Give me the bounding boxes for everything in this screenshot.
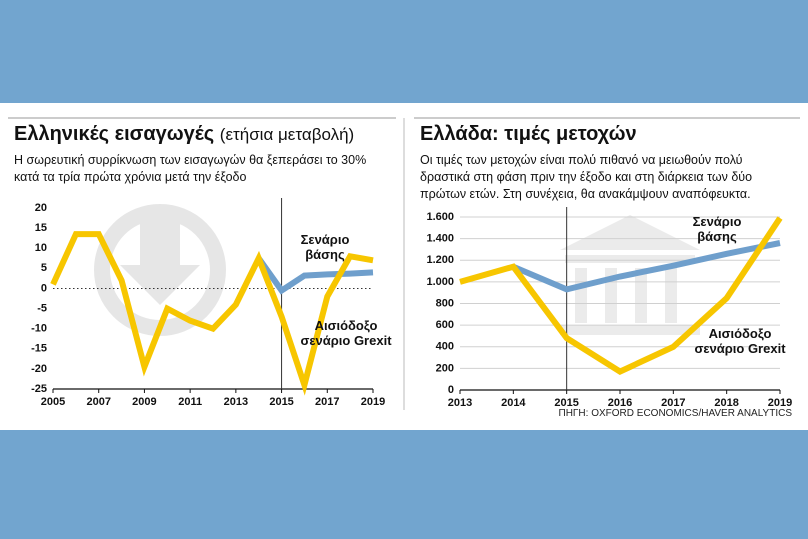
x-tick-label: 2013 [224,396,248,408]
x-tick-label: 2017 [315,396,339,408]
chart-title: Ελλάδα: τιμές μετοχών [420,123,637,145]
x-tick-label: 2015 [554,397,578,409]
x-tick-label: 2015 [269,396,293,408]
y-tick-label: 15 [35,222,47,234]
x-tick-label: 2014 [501,397,526,409]
series-label: Σενάριο βάσης [692,214,742,244]
series-line [459,216,783,376]
y-tick-label: 0 [448,384,454,396]
chart-title: Ελληνικές εισαγωγές (ετήσια μεταβολή) [14,123,355,145]
y-tick-label: -25 [31,383,47,395]
y-tick-label: -10 [31,323,47,335]
series-line [512,240,781,293]
title-note: (ετήσια μεταβολή) [219,125,355,144]
series-label: Σενάριο βάσης [300,232,350,262]
y-tick-label: 1.600 [426,211,454,223]
series-line [50,231,374,396]
x-tick-label: 2017 [661,397,685,409]
x-tick-label: 2019 [361,396,385,408]
y-tick-label: 600 [436,319,454,331]
x-tick-label: 2018 [714,397,738,409]
y-tick-label: 5 [41,262,47,274]
y-tick-label: 1.000 [426,276,454,288]
chart-subtitle: Οι τιμές των μετοχών είναι πολύ πιθανό ν… [420,153,753,201]
y-tick-label: 400 [436,341,454,353]
x-tick-label: 2013 [448,397,472,409]
x-tick-label: 2005 [41,396,65,408]
series-label: Αισιόδοξο σενάριο Grexit [694,326,786,356]
watermark-icon [560,215,700,335]
series-label: Αισιόδοξο σενάριο Grexit [300,318,392,348]
y-tick-label: -20 [31,363,47,375]
x-tick-label: 2007 [86,396,110,408]
y-tick-label: 200 [436,362,454,374]
y-tick-label: 20 [35,202,47,214]
y-tick-label: -15 [31,343,47,355]
y-tick-label: 1.200 [426,254,454,266]
y-tick-label: 1.400 [426,233,454,245]
y-tick-label: 10 [35,242,47,254]
series-line [256,256,374,295]
x-tick-label: 2011 [178,396,202,408]
y-tick-label: 0 [41,282,47,294]
source: ΠΗΓΗ: OXFORD ECONOMICS/HAVER ANALYTICS [558,408,792,419]
chart-subtitle: Η σωρευτική συρρίκνωση των εισαγωγών θα … [14,153,367,184]
x-tick-label: 2016 [608,397,632,409]
y-tick-label: 800 [436,297,454,309]
y-tick-label: -5 [37,302,47,314]
x-tick-label: 2019 [768,397,792,409]
x-tick-label: 2009 [132,396,156,408]
